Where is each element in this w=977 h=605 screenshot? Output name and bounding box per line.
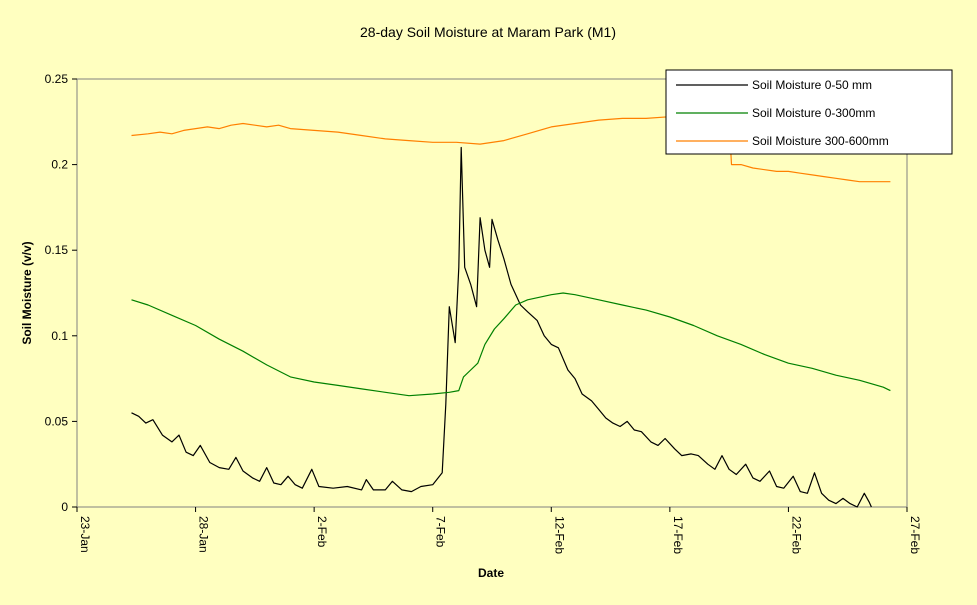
y-tick-label: 0.05 — [45, 414, 69, 428]
y-tick-label: 0.15 — [45, 243, 69, 257]
x-tick-label: 17-Feb — [671, 516, 685, 554]
x-axis-label: Date — [478, 566, 504, 580]
x-tick-label: 7-Feb — [434, 516, 448, 548]
chart-title: 28-day Soil Moisture at Maram Park (M1) — [360, 24, 616, 40]
x-tick-label: 27-Feb — [908, 516, 922, 554]
series-line-0 — [131, 146, 872, 508]
legend-box — [665, 69, 953, 155]
legend-label-0: Soil Moisture 0-50 mm — [752, 78, 872, 92]
y-tick-label: 0 — [61, 500, 68, 514]
x-tick-label: 2-Feb — [315, 516, 329, 548]
y-axis-label: Soil Moisture (v/v) — [20, 241, 34, 344]
series-line-2 — [131, 116, 891, 183]
x-axis: 23-Jan 28-Jan 2-Feb 7-Feb 12-Feb 17-Feb 22-Feb… — [76, 507, 922, 554]
x-tick-label: 23-Jan — [78, 516, 92, 553]
y-axis: 0 0.05 0.1 0.15 0.2 0.25 — [45, 72, 77, 514]
y-tick-label: 0.2 — [51, 158, 68, 172]
legend: Soil Moisture 0-50 mm Soil Moisture 0-300… — [665, 69, 953, 155]
series-line-1 — [131, 292, 891, 397]
x-tick-label: 22-Feb — [789, 516, 803, 554]
x-tick-label: 12-Feb — [552, 516, 566, 554]
series-layer — [131, 116, 891, 508]
legend-label-2: Soil Moisture 300-600mm — [752, 134, 889, 148]
y-tick-label: 0.25 — [45, 72, 69, 86]
x-tick-label: 28-Jan — [197, 516, 211, 553]
y-tick-label: 0.1 — [51, 329, 68, 343]
legend-label-1: Soil Moisture 0-300mm — [752, 106, 875, 120]
